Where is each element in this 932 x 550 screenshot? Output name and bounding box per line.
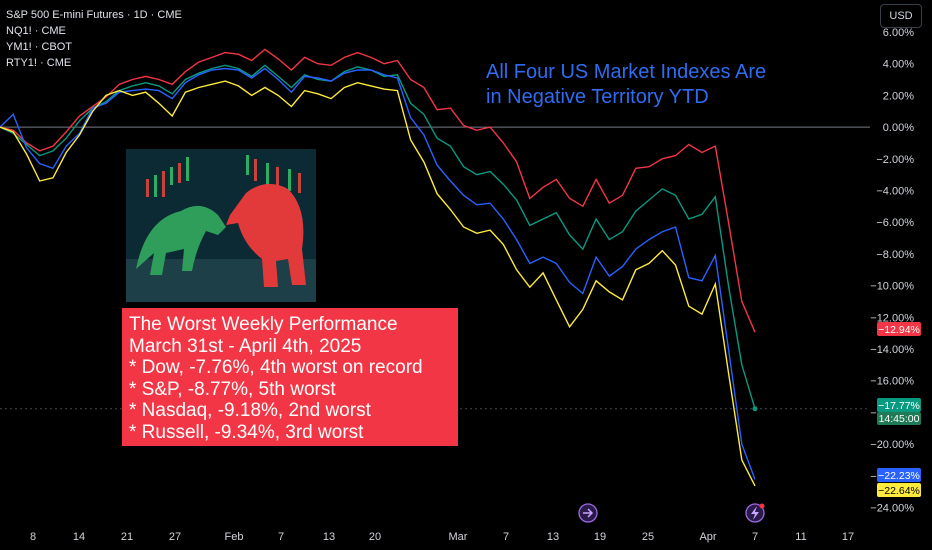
note-line-6: * Russell, -9.34%, 3rd worst xyxy=(129,421,364,443)
chart-headline: All Four US Market Indexes Are in Negati… xyxy=(486,60,766,110)
bull-bear-picture xyxy=(126,149,316,302)
x-tick-label: 20 xyxy=(369,531,381,543)
last-value-badge xyxy=(877,483,921,497)
headline-line-2: in Negative Territory YTD xyxy=(486,86,709,108)
x-tick-label: Feb xyxy=(225,531,244,543)
note-line-3: * Dow, -7.76%, 4th worst on record xyxy=(129,357,423,378)
x-tick-label: 7 xyxy=(752,531,758,543)
y-tick-label: −4.00% xyxy=(876,186,914,198)
last-value-dot xyxy=(752,406,758,412)
x-tick-label: 25 xyxy=(642,531,654,543)
y-tick-label: −12.00% xyxy=(870,312,914,324)
series-line-ym1[interactable] xyxy=(0,48,756,333)
notification-dot-icon xyxy=(759,503,765,509)
y-tick-label: −2.00% xyxy=(876,154,914,166)
arrow-glyph-icon xyxy=(583,508,594,518)
last-value-label: −22.64% xyxy=(878,485,920,497)
headline-line-1: All Four US Market Indexes Are xyxy=(486,61,767,83)
last-value-badge xyxy=(877,322,921,336)
x-tick-label: 8 xyxy=(30,531,36,543)
legend-main-symbol[interactable]: S&P 500 E-mini Futures · 1D · CME xyxy=(6,9,182,21)
note-line-2: March 31st - April 4th, 2025 xyxy=(129,335,362,357)
last-value-badge xyxy=(877,398,921,412)
y-tick-label: −10.00% xyxy=(870,281,914,293)
legend-nq[interactable]: NQ1! · CME xyxy=(6,25,66,37)
y-tick-label: −8.00% xyxy=(876,249,914,261)
x-tick-label: 7 xyxy=(278,531,284,543)
x-tick-label: 7 xyxy=(503,531,509,543)
series-line-nq1[interactable] xyxy=(0,67,756,480)
last-value-badge xyxy=(877,468,921,482)
series-line-sp500[interactable] xyxy=(0,64,756,410)
y-tick-label: −20.00% xyxy=(870,439,914,451)
last-value-label: −22.23% xyxy=(878,470,920,482)
series-line-rty1[interactable] xyxy=(0,80,756,487)
performance-note: The Worst Weekly Performance March 31st … xyxy=(122,308,458,446)
y-tick-label: −16.00% xyxy=(870,376,914,388)
x-tick-label: 14 xyxy=(73,531,85,543)
y-tick-label: −6.00% xyxy=(876,217,914,229)
x-tick-label: 19 xyxy=(594,531,606,543)
y-tick-label: 2.00% xyxy=(883,90,914,102)
x-tick-label: 27 xyxy=(169,531,181,543)
note-line-4: * S&P, -8.77%, 5th worst xyxy=(129,378,336,400)
legend-rty[interactable]: RTY1! · CME xyxy=(6,57,72,69)
y-tick-label: −24.00% xyxy=(870,503,914,515)
y-tick-label: 6.00% xyxy=(883,27,914,39)
legend-ym[interactable]: YM1! · CBOT xyxy=(6,41,73,53)
last-value-label: −12.94% xyxy=(878,324,920,336)
currency-button[interactable]: USD xyxy=(880,4,922,28)
x-tick-label: Apr xyxy=(699,531,716,543)
y-tick-label: −14.00% xyxy=(870,344,914,356)
x-tick-label: 11 xyxy=(795,531,806,543)
x-tick-label: 13 xyxy=(323,531,335,543)
lightning-glyph-icon xyxy=(751,506,759,520)
x-tick-label: 13 xyxy=(547,531,559,543)
time-badge xyxy=(877,412,921,425)
y-tick-label: 4.00% xyxy=(883,59,914,71)
note-line-1: The Worst Weekly Performance xyxy=(129,314,398,335)
last-value-label: −17.77% xyxy=(878,400,920,412)
x-tick-label: 17 xyxy=(842,531,854,543)
note-line-5: * Nasdaq, -9.18%, 2nd worst xyxy=(129,400,371,421)
symbol-legend: S&P 500 E-mini Futures · 1D · CME NQ1! ·… xyxy=(6,7,182,71)
x-tick-label: Mar xyxy=(449,531,468,543)
time-label: 14:45:00 xyxy=(879,413,920,425)
x-tick-label: 21 xyxy=(121,531,133,543)
y-tick-label: 0.00% xyxy=(883,122,914,134)
